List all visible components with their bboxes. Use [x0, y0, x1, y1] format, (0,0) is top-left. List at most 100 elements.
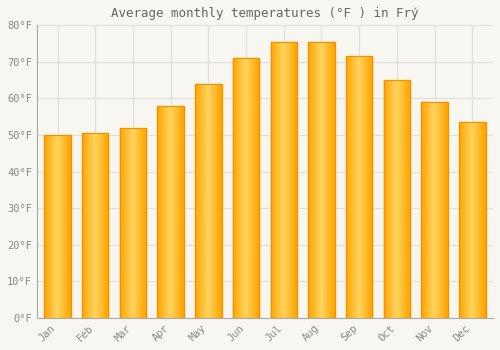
Bar: [159, 106, 160, 318]
Bar: [428, 102, 429, 318]
Bar: [406, 80, 407, 318]
Bar: [463, 122, 464, 318]
Bar: [445, 102, 446, 318]
Bar: [249, 58, 250, 318]
Bar: [96, 133, 97, 318]
Bar: [82, 133, 83, 318]
Bar: [479, 122, 480, 318]
Bar: [128, 128, 129, 318]
Bar: [258, 58, 260, 318]
Bar: [89, 133, 90, 318]
Bar: [325, 42, 326, 318]
Bar: [141, 128, 142, 318]
Bar: [310, 42, 311, 318]
Bar: [134, 128, 135, 318]
Bar: [439, 102, 440, 318]
Bar: [256, 58, 257, 318]
Bar: [238, 58, 240, 318]
Bar: [245, 58, 246, 318]
Bar: [248, 58, 250, 318]
Bar: [434, 102, 435, 318]
Bar: [402, 80, 404, 318]
Bar: [195, 84, 196, 318]
Bar: [247, 58, 248, 318]
Bar: [182, 106, 183, 318]
Bar: [333, 42, 334, 318]
Bar: [136, 128, 137, 318]
Bar: [214, 84, 216, 318]
Bar: [363, 56, 364, 318]
Bar: [386, 80, 387, 318]
Bar: [128, 128, 130, 318]
Bar: [248, 58, 249, 318]
Bar: [308, 42, 334, 318]
Bar: [219, 84, 220, 318]
Bar: [319, 42, 320, 318]
Bar: [332, 42, 333, 318]
Bar: [161, 106, 162, 318]
Bar: [391, 80, 392, 318]
Bar: [321, 42, 322, 318]
Bar: [69, 135, 70, 318]
Bar: [98, 133, 99, 318]
Bar: [469, 122, 470, 318]
Bar: [251, 58, 252, 318]
Bar: [461, 122, 462, 318]
Bar: [396, 80, 397, 318]
Bar: [233, 58, 260, 318]
Bar: [296, 42, 297, 318]
Bar: [275, 42, 276, 318]
Bar: [288, 42, 289, 318]
Bar: [352, 56, 353, 318]
Bar: [164, 106, 165, 318]
Bar: [126, 128, 127, 318]
Bar: [399, 80, 400, 318]
Bar: [316, 42, 317, 318]
Bar: [309, 42, 310, 318]
Bar: [86, 133, 87, 318]
Bar: [459, 122, 485, 318]
Bar: [349, 56, 350, 318]
Bar: [92, 133, 93, 318]
Bar: [356, 56, 357, 318]
Bar: [82, 133, 108, 318]
Bar: [287, 42, 288, 318]
Bar: [104, 133, 105, 318]
Bar: [208, 84, 209, 318]
Bar: [215, 84, 216, 318]
Bar: [85, 133, 86, 318]
Bar: [286, 42, 287, 318]
Bar: [218, 84, 219, 318]
Bar: [195, 84, 222, 318]
Bar: [473, 122, 474, 318]
Bar: [60, 135, 62, 318]
Bar: [221, 84, 222, 318]
Bar: [90, 133, 91, 318]
Bar: [212, 84, 213, 318]
Bar: [70, 135, 71, 318]
Bar: [178, 106, 179, 318]
Bar: [123, 128, 124, 318]
Bar: [58, 135, 59, 318]
Bar: [57, 135, 58, 318]
Bar: [84, 133, 86, 318]
Bar: [101, 133, 102, 318]
Bar: [170, 106, 171, 318]
Bar: [66, 135, 67, 318]
Bar: [385, 80, 386, 318]
Bar: [252, 58, 253, 318]
Bar: [131, 128, 132, 318]
Bar: [91, 133, 92, 318]
Bar: [311, 42, 312, 318]
Bar: [253, 58, 254, 318]
Bar: [87, 133, 88, 318]
Bar: [476, 122, 477, 318]
Bar: [467, 122, 468, 318]
Bar: [97, 133, 98, 318]
Bar: [105, 133, 106, 318]
Title: Average monthly temperatures (°F ) in Frý: Average monthly temperatures (°F ) in Fr…: [111, 7, 418, 20]
Bar: [313, 42, 314, 318]
Bar: [246, 58, 247, 318]
Bar: [407, 80, 408, 318]
Bar: [390, 80, 391, 318]
